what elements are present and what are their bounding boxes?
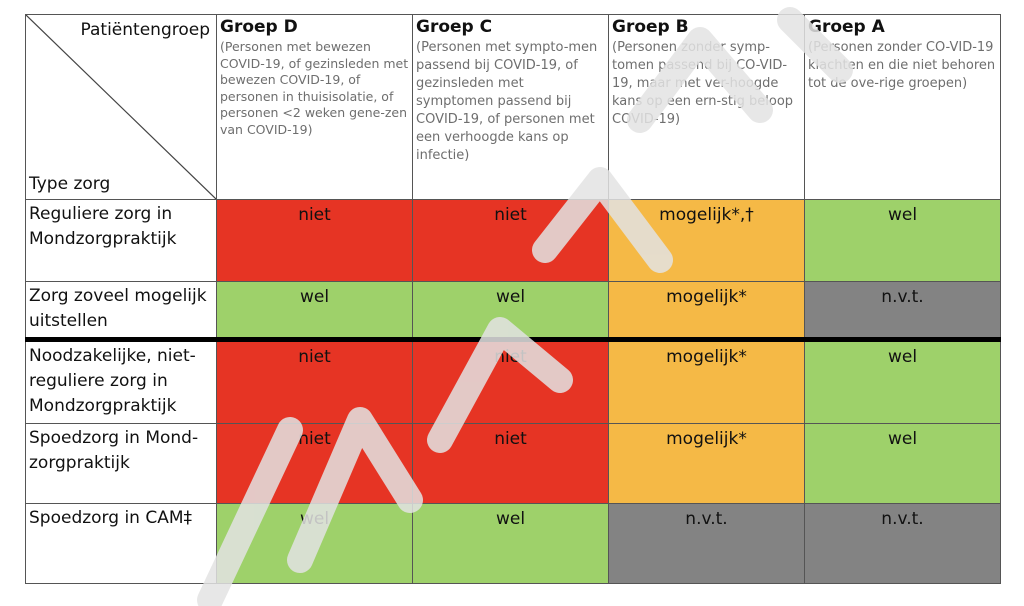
table-row: Spoedzorg in CAM‡ wel wel n.v.t. n.v.t. — [25, 503, 1001, 584]
care-matrix-table: Patiëntengroep Type zorg Groep D (Person… — [25, 14, 1001, 584]
status-cell: niet — [412, 423, 609, 504]
row-label: Spoedzorg in CAM‡ — [25, 503, 217, 584]
status-cell: n.v.t. — [608, 503, 805, 584]
status-cell: wel — [216, 281, 413, 340]
row-label: Zorg zoveel mogelijk uitstellen — [25, 281, 217, 340]
status-cell: wel — [804, 199, 1001, 282]
column-title: Groep A — [808, 17, 885, 37]
table-row: Zorg zoveel mogelijk uitstellen wel wel … — [25, 281, 1001, 340]
column-description: (Personen zonder CO-VID-19 klachten en d… — [808, 40, 996, 91]
header-groep-b: Groep B (Personen zonder symp-tomen pass… — [608, 14, 805, 200]
status-cell: mogelijk* — [608, 423, 805, 504]
header-groep-a: Groep A (Personen zonder CO-VID-19 klach… — [804, 14, 1001, 200]
column-description: (Personen met sympto-men passend bij COV… — [416, 40, 598, 163]
status-cell: niet — [412, 337, 609, 424]
status-cell: niet — [216, 423, 413, 504]
status-cell: wel — [216, 503, 413, 584]
status-cell: niet — [412, 199, 609, 282]
table-row: Reguliere zorg in Mondzorgpraktijk niet … — [25, 199, 1001, 282]
status-cell: n.v.t. — [804, 503, 1001, 584]
status-cell: n.v.t. — [804, 281, 1001, 340]
header-groep-c: Groep C (Personen met sympto-men passend… — [412, 14, 609, 200]
status-cell: wel — [412, 281, 609, 340]
status-cell: wel — [412, 503, 609, 584]
status-cell: wel — [804, 337, 1001, 424]
row-label: Reguliere zorg in Mondzorgpraktijk — [25, 199, 217, 282]
status-cell: wel — [804, 423, 1001, 504]
corner-bottom-label: Type zorg — [29, 174, 111, 194]
header-groep-d: Groep D (Personen met bewezen COVID-19, … — [216, 14, 413, 200]
header-row: Patiëntengroep Type zorg Groep D (Person… — [25, 14, 1001, 200]
status-cell: mogelijk* — [608, 337, 805, 424]
column-description: (Personen met bewezen COVID-19, of gezin… — [220, 39, 409, 137]
corner-top-label: Patiëntengroep — [80, 20, 210, 40]
column-title: Groep B — [612, 17, 689, 37]
column-title: Groep C — [416, 17, 493, 37]
status-cell: mogelijk*,† — [608, 199, 805, 282]
table-row: Noodzakelijke, niet-reguliere zorg in Mo… — [25, 337, 1001, 424]
column-title: Groep D — [220, 17, 298, 37]
diagonal-line — [26, 15, 216, 199]
table-row: Spoedzorg in Mond-zorgpraktijk niet niet… — [25, 423, 1001, 504]
corner-cell: Patiëntengroep Type zorg — [25, 14, 217, 200]
row-label: Spoedzorg in Mond-zorgpraktijk — [25, 423, 217, 504]
status-cell: niet — [216, 337, 413, 424]
status-cell: niet — [216, 199, 413, 282]
status-cell: mogelijk* — [608, 281, 805, 340]
column-description: (Personen zonder symp-tomen passend bij … — [612, 40, 794, 127]
row-label: Noodzakelijke, niet-reguliere zorg in Mo… — [25, 337, 217, 424]
